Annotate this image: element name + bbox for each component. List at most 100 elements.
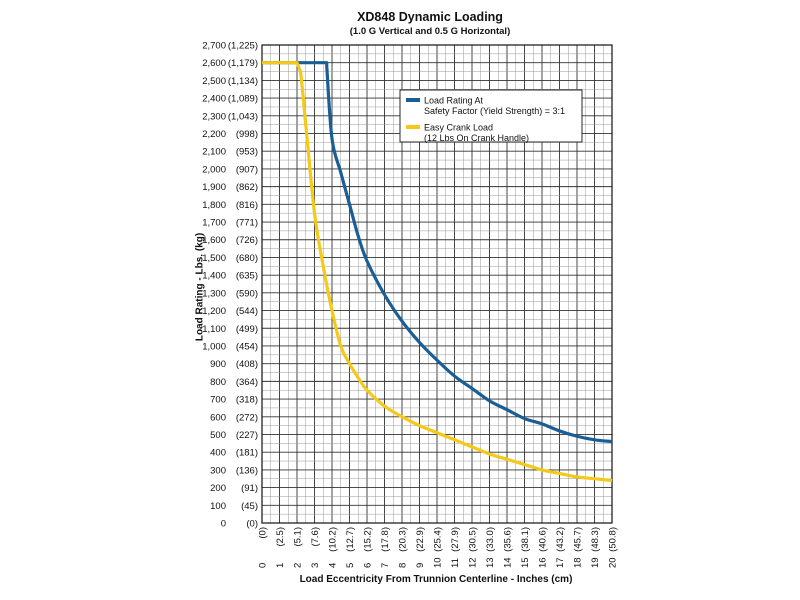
y-tick-label-lbs: 1,400 <box>202 271 226 282</box>
legend-label-line2: Safety Factor (Yield Strength) = 3:1 <box>424 106 565 116</box>
legend-box <box>399 89 583 143</box>
y-tick-label-kg: (726) <box>236 235 258 246</box>
y-tick-label-kg: (1,225) <box>228 41 258 52</box>
x-tick-label-cm: (27.9) <box>450 527 461 552</box>
x-tick-label-in: 10 <box>433 557 444 568</box>
y-tick-label-lbs: 2,200 <box>202 129 226 140</box>
y-tick-label-lbs: 1,000 <box>202 341 226 352</box>
series-line-easy-crank <box>262 61 613 483</box>
y-tick-label-lbs: 1,100 <box>202 324 226 335</box>
x-tick-label-in: 7 <box>380 563 391 568</box>
y-tick-label-lbs: 1,600 <box>202 235 226 246</box>
x-tick-label-in: 1 <box>275 563 286 568</box>
x-tick-label-in: 16 <box>538 557 549 568</box>
y-tick-label-lbs: 2,100 <box>202 147 226 158</box>
y-tick-label-kg: (998) <box>236 129 258 140</box>
y-tick-label-kg: (318) <box>236 395 258 406</box>
y-tick-label-kg: (272) <box>236 412 258 423</box>
chart-title: XD848 Dynamic Loading <box>357 10 503 24</box>
y-tick-label-kg: (1,043) <box>228 111 258 122</box>
x-tick-label-cm: (33.0) <box>485 527 496 552</box>
x-tick-label-in: 2 <box>293 563 304 568</box>
x-tick-label-cm: (30.5) <box>468 527 479 552</box>
x-tick-label-cm: (48.3) <box>590 527 601 552</box>
y-tick-label-kg: (1,134) <box>228 76 258 87</box>
y-tick-label-lbs: 1,700 <box>202 218 226 229</box>
y-tick-label-kg: (499) <box>236 324 258 335</box>
y-tick-label-kg: (590) <box>236 288 258 299</box>
x-tick-label-cm: (15.2) <box>363 527 374 552</box>
legend-label-line2: (12 Lbs On Crank Handle) <box>424 133 529 143</box>
y-tick-label-kg: (136) <box>236 465 258 476</box>
x-tick-label-in: 12 <box>468 557 479 568</box>
y-tick-label-lbs: 1,800 <box>202 200 226 211</box>
x-tick-label-cm: (17.8) <box>380 527 391 552</box>
y-tick-label-lbs: 600 <box>210 412 226 423</box>
y-tick-label-lbs: 0 <box>221 519 226 530</box>
x-axis-label: Load Eccentricity From Trunnion Centerli… <box>299 574 573 585</box>
x-tick-label-cm: (40.6) <box>538 527 549 552</box>
x-tick-label-cm: (43.2) <box>555 527 566 552</box>
y-tick-label-lbs: 2,500 <box>202 76 226 87</box>
y-tick-label-kg: (635) <box>236 271 258 282</box>
x-tick-label-in: 3 <box>310 563 321 568</box>
y-tick-label-lbs: 1,300 <box>202 288 226 299</box>
y-tick-label-lbs: 400 <box>210 448 226 459</box>
chart-subtitle: (1.0 G Vertical and 0.5 G Horizontal) <box>349 26 511 37</box>
y-tick-label-kg: (1,179) <box>228 58 258 69</box>
plot-frame <box>261 44 613 524</box>
y-tick-label-lbs: 1,500 <box>202 253 226 264</box>
x-tick-label-cm: (25.4) <box>433 527 444 552</box>
y-tick-label-kg: (227) <box>236 430 258 441</box>
x-tick-label-in: 14 <box>503 557 514 568</box>
x-tick-label-in: 9 <box>415 563 426 568</box>
y-tick-label-kg: (364) <box>236 377 258 388</box>
x-tick-label-in: 17 <box>555 557 566 568</box>
legend-label: Easy Crank Load <box>424 123 493 133</box>
y-tick-label-kg: (771) <box>236 218 258 229</box>
x-tick-label-in: 15 <box>520 557 531 568</box>
y-tick-label-kg: (816) <box>236 200 258 211</box>
y-tick-label-kg: (544) <box>236 306 258 317</box>
y-tick-label-kg: (1,089) <box>228 94 258 105</box>
x-tick-label-in: 19 <box>590 557 601 568</box>
x-tick-label-in: 4 <box>328 563 339 568</box>
y-tick-label-kg: (953) <box>236 147 258 158</box>
x-tick-label-cm: (2.5) <box>275 527 286 547</box>
x-tick-label-cm: (12.7) <box>345 527 356 552</box>
x-tick-label-cm: (5.1) <box>293 527 304 547</box>
y-tick-label-kg: (862) <box>236 182 258 193</box>
y-tick-label-lbs: 2,600 <box>202 58 226 69</box>
y-tick-label-lbs: 200 <box>210 483 226 494</box>
x-tick-label-in: 18 <box>573 557 584 568</box>
x-tick-label-in: 8 <box>398 563 409 568</box>
y-tick-label-kg: (454) <box>236 341 258 352</box>
x-tick-label-cm: (45.7) <box>573 527 584 552</box>
y-tick-label-kg: (680) <box>236 253 258 264</box>
y-tick-label-lbs: 700 <box>210 395 226 406</box>
x-tick-label-cm: (38.1) <box>520 527 531 552</box>
x-tick-label-in: 13 <box>485 557 496 568</box>
y-tick-label-kg: (907) <box>236 164 258 175</box>
x-tick-label-cm: (50.8) <box>608 527 619 552</box>
x-tick-label-in: 6 <box>363 563 374 568</box>
y-tick-label-lbs: 2,700 <box>202 41 226 52</box>
y-tick-label-lbs: 2,400 <box>202 94 226 105</box>
x-tick-label-in: 11 <box>450 558 461 568</box>
legend-label: Load Rating At <box>424 96 484 106</box>
y-tick-label-kg: (91) <box>241 483 258 494</box>
y-tick-label-lbs: 1,200 <box>202 306 226 317</box>
y-tick-label-lbs: 800 <box>210 377 226 388</box>
x-tick-label-in: 5 <box>345 563 356 568</box>
y-tick-label-kg: (408) <box>236 359 258 370</box>
x-tick-label-cm: (7.6) <box>310 527 321 547</box>
y-tick-label-kg: (45) <box>241 501 258 512</box>
x-tick-label-in: 0 <box>258 563 269 568</box>
y-tick-label-lbs: 100 <box>210 501 226 512</box>
y-tick-label-lbs: 2,000 <box>202 164 226 175</box>
y-tick-label-lbs: 1,900 <box>202 182 226 193</box>
x-tick-label-cm: (0) <box>258 527 269 539</box>
x-tick-label-in: 20 <box>608 557 619 568</box>
